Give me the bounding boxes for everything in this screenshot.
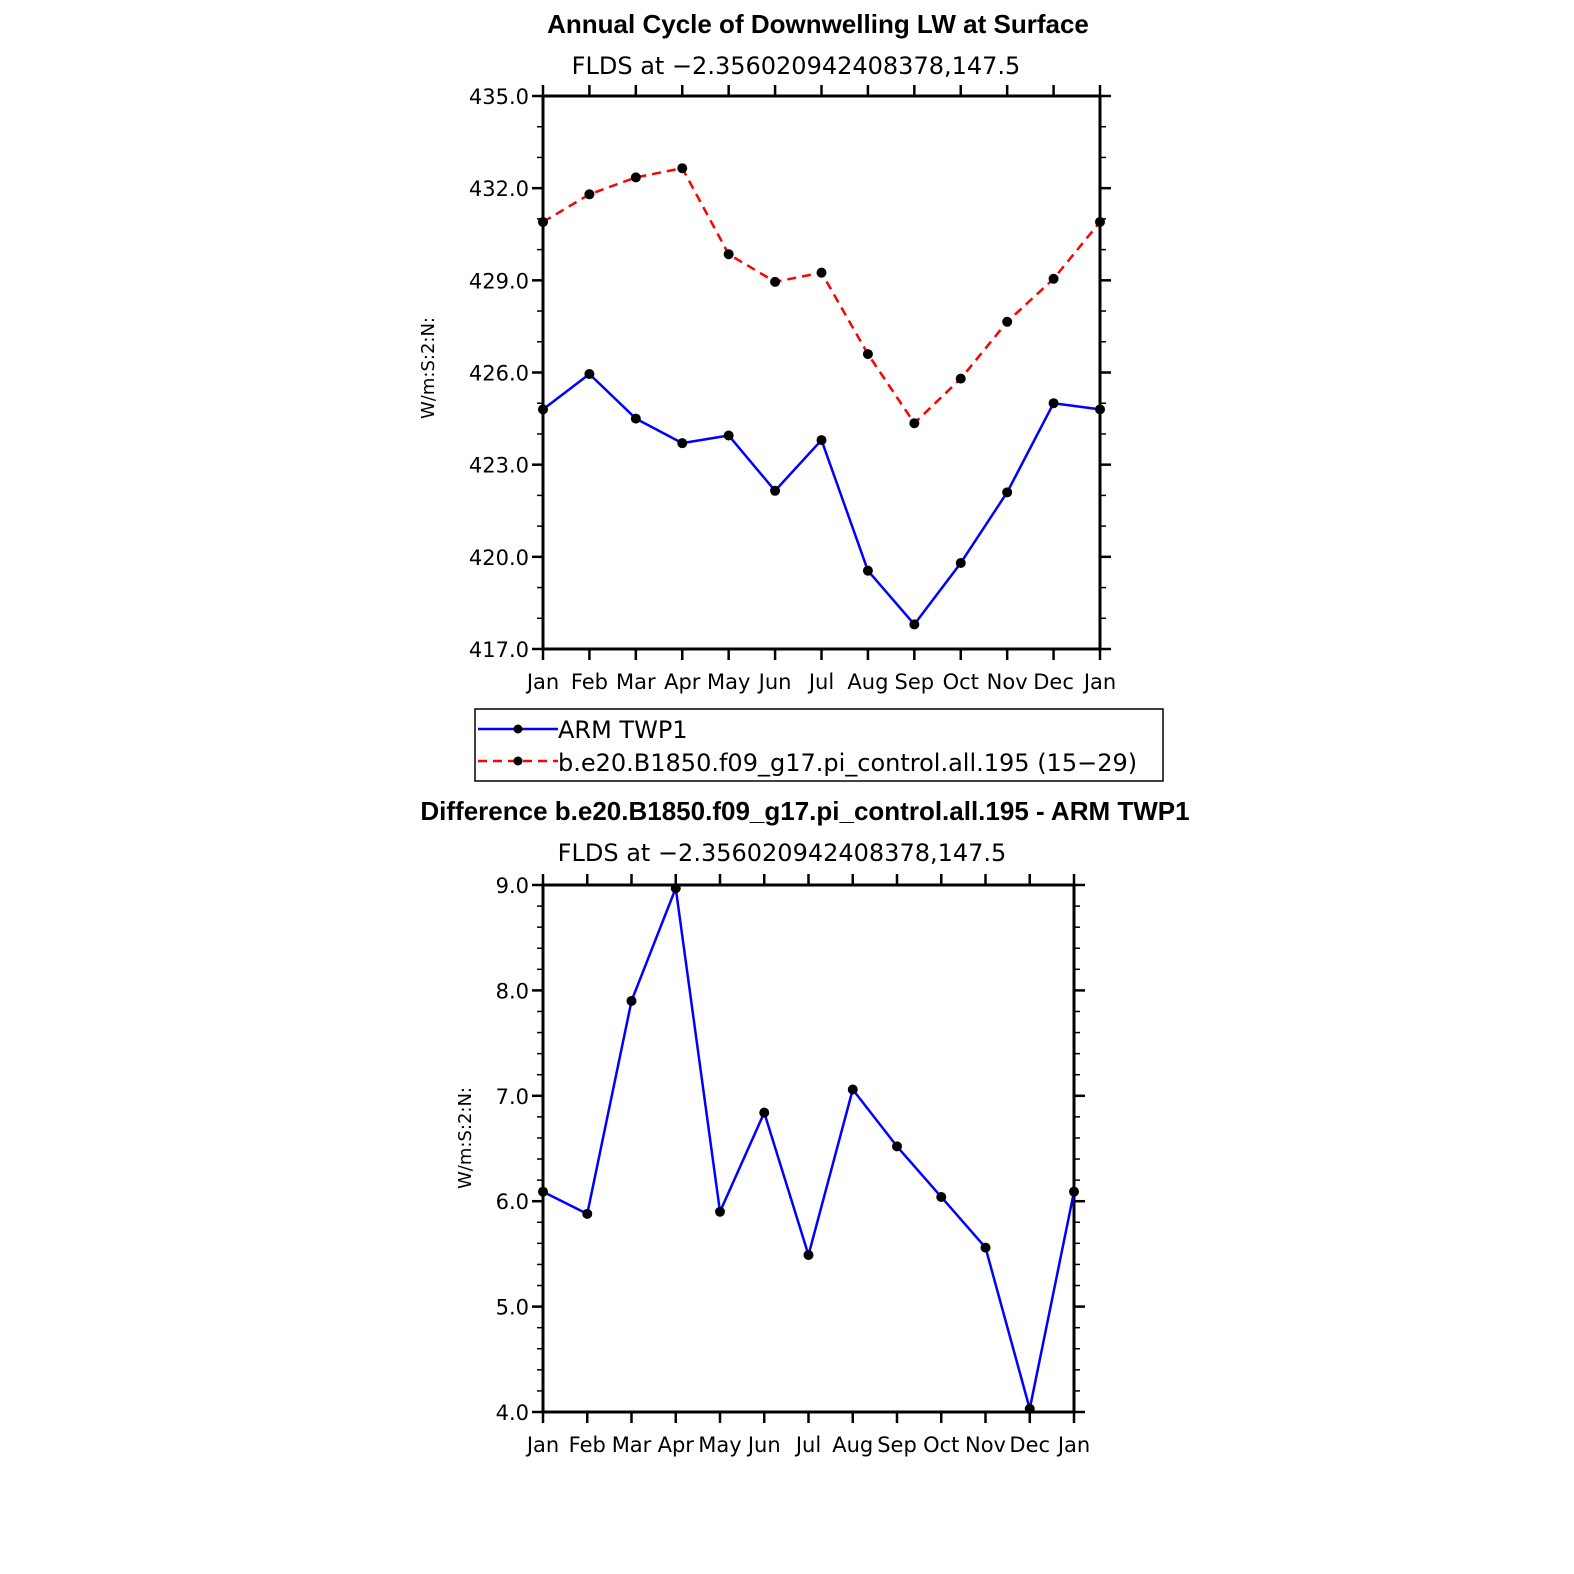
data-point bbox=[862, 565, 873, 576]
y-tick-label: 432.0 bbox=[469, 177, 529, 201]
y-tick-label: 423.0 bbox=[469, 454, 529, 478]
data-point bbox=[670, 883, 681, 894]
data-point bbox=[630, 413, 641, 424]
x-tick-label: Aug bbox=[847, 670, 888, 694]
series-line bbox=[542, 166, 1101, 425]
chart-subtitle: FLDS at −2.356020942408378,147.5 bbox=[558, 839, 1007, 867]
data-point bbox=[803, 1249, 814, 1260]
data-point bbox=[909, 619, 920, 630]
x-tick-label: Jan bbox=[1082, 670, 1116, 694]
y-tick-label: 4.0 bbox=[496, 1401, 529, 1425]
x-tick-label: Sep bbox=[895, 670, 935, 694]
x-tick-label: Apr bbox=[658, 1433, 695, 1457]
data-point bbox=[909, 418, 920, 429]
y-tick-label: 5.0 bbox=[496, 1296, 529, 1320]
y-tick-label: 435.0 bbox=[469, 85, 529, 109]
data-point bbox=[1095, 404, 1105, 415]
data-point bbox=[715, 1206, 725, 1217]
data-point bbox=[538, 1186, 548, 1197]
data-point bbox=[892, 1141, 902, 1152]
data-point bbox=[1095, 216, 1105, 227]
x-tick-label: Mar bbox=[612, 1433, 652, 1457]
x-tick-label: Jul bbox=[794, 1433, 821, 1457]
data-point bbox=[723, 430, 734, 441]
data-point bbox=[816, 267, 827, 278]
data-point bbox=[723, 249, 734, 260]
x-tick-label: Jul bbox=[807, 670, 834, 694]
y-tick-label: 8.0 bbox=[496, 979, 529, 1003]
data-point bbox=[770, 485, 781, 496]
legend-label-model: b.e20.B1850.f09_g17.pi_control.all.195 (… bbox=[558, 749, 1137, 777]
x-tick-label: Feb bbox=[571, 670, 608, 694]
y-tick-label: 9.0 bbox=[496, 874, 529, 898]
data-point bbox=[816, 435, 827, 446]
chart-title: Annual Cycle of Downwelling LW at Surfac… bbox=[547, 9, 1089, 39]
x-tick-label: Dec bbox=[1033, 670, 1074, 694]
x-tick-label: Jun bbox=[757, 670, 792, 694]
y-tick-label: 429.0 bbox=[469, 269, 529, 293]
chart-title: Difference b.e20.B1850.f09_g17.pi_contro… bbox=[420, 796, 1189, 826]
y-tick-label: 7.0 bbox=[496, 1085, 529, 1109]
legend: ARM TWP1 b.e20.B1850.f09_g17.pi_control.… bbox=[474, 708, 1164, 782]
x-tick-label: Oct bbox=[943, 670, 979, 694]
data-point bbox=[582, 1208, 593, 1219]
data-point bbox=[936, 1191, 947, 1202]
data-point bbox=[955, 557, 966, 568]
x-tick-label: Mar bbox=[616, 670, 656, 694]
data-point bbox=[1002, 316, 1013, 327]
x-tick-label: Oct bbox=[923, 1433, 959, 1457]
data-point bbox=[1048, 398, 1059, 409]
data-point bbox=[677, 163, 688, 174]
y-tick-label: 426.0 bbox=[469, 362, 529, 386]
data-point bbox=[770, 276, 781, 287]
data-point bbox=[538, 216, 548, 227]
plot-frame bbox=[541, 94, 1102, 651]
x-tick-label: Nov bbox=[965, 1433, 1006, 1457]
legend-marker-arm bbox=[513, 724, 523, 734]
y-axis-label: W/m:S:2:N: bbox=[418, 317, 439, 419]
x-tick-label: Sep bbox=[877, 1433, 917, 1457]
x-tick-label: Jan bbox=[1056, 1433, 1090, 1457]
chart-subtitle: FLDS at −2.356020942408378,147.5 bbox=[572, 52, 1021, 80]
x-tick-label: Feb bbox=[569, 1433, 606, 1457]
y-tick-label: 417.0 bbox=[469, 638, 529, 662]
legend-marker-model bbox=[513, 756, 523, 766]
x-tick-label: May bbox=[698, 1433, 741, 1457]
x-tick-label: Dec bbox=[1009, 1433, 1050, 1457]
x-tick-label: Jun bbox=[746, 1433, 781, 1457]
legend-box bbox=[474, 708, 1164, 782]
y-tick-label: 6.0 bbox=[496, 1190, 529, 1214]
x-tick-label: Apr bbox=[664, 670, 701, 694]
x-tick-label: Jan bbox=[525, 1433, 559, 1457]
data-point bbox=[584, 369, 595, 380]
x-tick-label: May bbox=[707, 670, 750, 694]
data-point bbox=[1069, 1186, 1079, 1197]
x-tick-label: Aug bbox=[832, 1433, 873, 1457]
legend-label-arm: ARM TWP1 bbox=[558, 716, 688, 744]
data-point bbox=[1024, 1403, 1035, 1414]
data-point bbox=[630, 172, 641, 183]
y-axis-label: W/m:S:2:N: bbox=[455, 1087, 476, 1189]
annual-cycle-chart: Annual Cycle of Downwelling LW at Surfac… bbox=[418, 9, 1116, 694]
data-point bbox=[862, 349, 873, 360]
data-point bbox=[759, 1107, 770, 1118]
data-point bbox=[584, 189, 595, 200]
series-line bbox=[542, 886, 1076, 1411]
data-point bbox=[538, 404, 548, 415]
data-point bbox=[847, 1084, 858, 1095]
data-point bbox=[626, 995, 637, 1006]
data-point bbox=[955, 373, 966, 384]
x-tick-label: Jan bbox=[525, 670, 559, 694]
difference-chart: Difference b.e20.B1850.f09_g17.pi_contro… bbox=[420, 796, 1189, 1457]
x-tick-label: Nov bbox=[987, 670, 1028, 694]
y-tick-label: 420.0 bbox=[469, 546, 529, 570]
data-point bbox=[677, 438, 688, 449]
data-point bbox=[1002, 487, 1013, 498]
data-point bbox=[1048, 273, 1059, 284]
data-point bbox=[980, 1242, 991, 1253]
series-line bbox=[542, 372, 1101, 626]
plot-frame bbox=[541, 883, 1076, 1414]
